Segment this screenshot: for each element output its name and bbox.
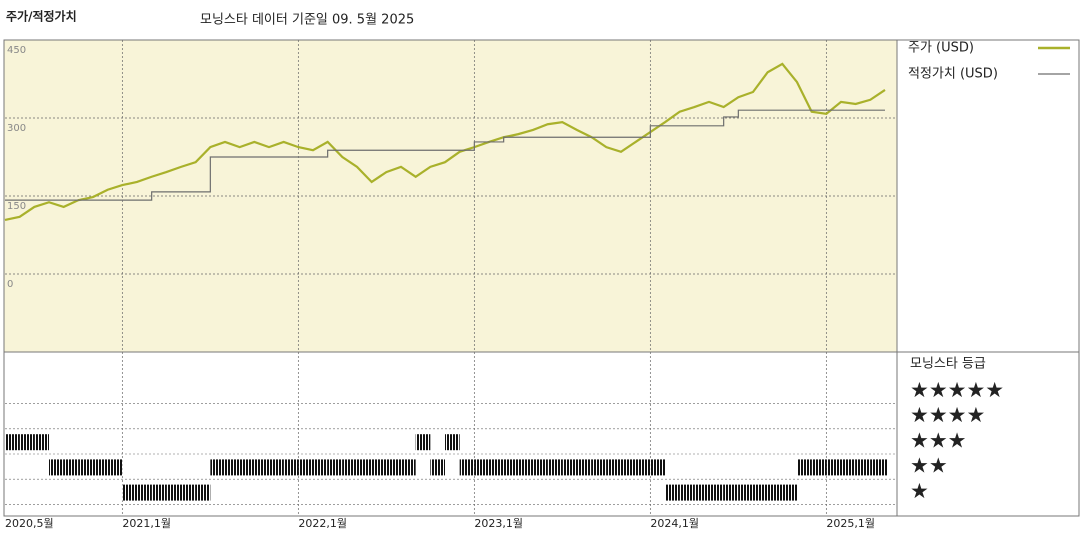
rating-bar — [709, 484, 724, 501]
chart-title: 주가/적정가치 — [6, 9, 77, 24]
rating-bar — [870, 459, 885, 476]
rating-bar — [151, 484, 167, 501]
rating-bar — [107, 459, 123, 476]
x-tick-label: 2020,5월 — [5, 517, 54, 530]
x-tick-label: 2024,1월 — [650, 517, 699, 530]
y-tick-label: 150 — [7, 201, 26, 212]
series-line — [5, 109, 885, 201]
rating-bar — [49, 459, 64, 476]
rating-bar — [401, 459, 416, 476]
rating-bar — [562, 459, 577, 476]
rating-bar — [93, 459, 108, 476]
rating-label: ★★ — [910, 454, 948, 478]
rating-bar — [122, 484, 137, 501]
rating-bar — [738, 484, 753, 501]
series-line — [4, 62, 886, 221]
rating-bar — [34, 434, 49, 451]
x-tick-label: 2025,1월 — [826, 517, 875, 530]
rating-bar — [445, 434, 460, 451]
rating-bar — [797, 459, 812, 476]
rating-bar — [254, 459, 269, 476]
rating-bar — [826, 459, 841, 476]
x-tick-label: 2023,1월 — [474, 517, 523, 530]
rating-bar — [166, 484, 181, 501]
rating-bar — [606, 459, 621, 476]
rating-bar — [210, 459, 225, 476]
rating-bar — [547, 459, 563, 476]
rating-label: ★★★ — [910, 428, 966, 452]
rating-bar — [885, 459, 888, 476]
legend-box — [896, 39, 1080, 517]
rating-bar — [635, 459, 651, 476]
rating-bar — [342, 459, 357, 476]
x-tick-label: 2021,1월 — [122, 517, 171, 530]
legend-label: 주가 (USD) — [908, 41, 974, 56]
rating-bar — [723, 484, 739, 501]
rating-bar — [283, 459, 299, 476]
rating-bar — [298, 459, 313, 476]
rating-bar — [195, 484, 211, 501]
rating-bar — [371, 459, 387, 476]
rating-bar — [533, 459, 548, 476]
rating-bar — [459, 459, 475, 476]
y-tick-label: 450 — [7, 45, 26, 56]
rating-bar — [665, 484, 680, 501]
rating-bar — [489, 459, 504, 476]
rating-bar — [386, 459, 401, 476]
rating-label: ★★★★★ — [910, 378, 1004, 402]
rating-bar — [78, 459, 93, 476]
rating-bar — [181, 484, 196, 501]
rating-bar — [518, 459, 533, 476]
legend-label: 적정가치 (USD) — [908, 67, 998, 82]
rating-bar — [855, 459, 871, 476]
rating-bar — [313, 459, 328, 476]
rating-bar — [19, 434, 35, 451]
rating-bar — [591, 459, 607, 476]
x-tick-label: 2022,1월 — [298, 517, 347, 530]
rating-bar — [503, 459, 519, 476]
rating-bar — [782, 484, 797, 501]
rating-bar — [137, 484, 152, 501]
y-tick-label: 0 — [7, 279, 13, 290]
rating-bar — [753, 484, 768, 501]
rating-bar — [767, 484, 783, 501]
rating-bar — [357, 459, 372, 476]
rating-bar — [63, 459, 79, 476]
rating-bar — [694, 484, 709, 501]
rating-label: ★★★★ — [910, 403, 985, 427]
rating-title: 모닝스타 등급 — [910, 357, 986, 372]
rating-label: ★ — [910, 479, 929, 503]
rating-bar — [430, 459, 445, 476]
rating-bar — [841, 459, 856, 476]
y-tick-label: 300 — [7, 123, 26, 134]
rating-bar — [225, 459, 240, 476]
rating-bar — [679, 484, 695, 501]
rating-bar — [650, 459, 665, 476]
rating-bar — [811, 459, 827, 476]
rating-bar — [327, 459, 343, 476]
rating-bar — [621, 459, 636, 476]
rating-bar — [577, 459, 592, 476]
chart-subtitle: 모닝스타 데이터 기준일 09. 5월 2025 — [200, 13, 414, 28]
rating-bar — [269, 459, 284, 476]
rating-bar — [474, 459, 489, 476]
rating-bar — [5, 434, 20, 451]
rating-bar — [415, 434, 431, 451]
rating-bar — [239, 459, 255, 476]
